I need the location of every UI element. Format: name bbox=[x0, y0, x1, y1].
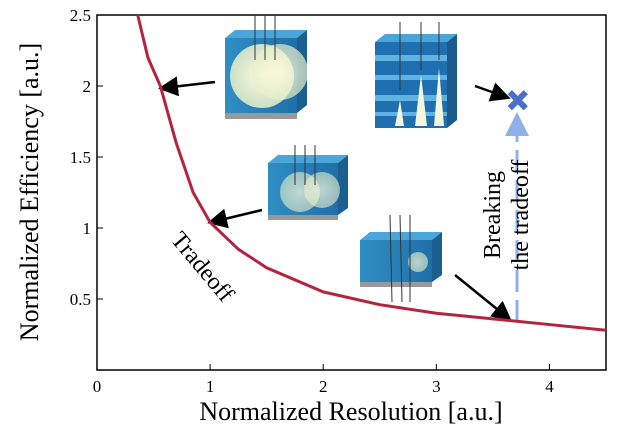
y-tick-label: 1.5 bbox=[70, 148, 91, 167]
x-tick-label: 2 bbox=[319, 377, 328, 396]
y-axis-label: Normalized Efficiency [a.u.] bbox=[15, 43, 44, 341]
y-tick-label: 2.5 bbox=[70, 6, 91, 25]
chart: 012340.511.522.5 Tradeoff Breaking the t… bbox=[0, 0, 623, 434]
annotation: Breaking bbox=[480, 171, 506, 259]
marker-point bbox=[510, 92, 526, 108]
x-tick-label: 3 bbox=[432, 377, 441, 396]
x-tick-label: 1 bbox=[206, 377, 215, 396]
x-tick-label: 0 bbox=[93, 377, 102, 396]
annotation: the tradeoff bbox=[508, 160, 534, 271]
y-tick-label: 2 bbox=[83, 77, 92, 96]
annotation-group: Breaking the tradeoff bbox=[480, 160, 534, 271]
y-tick-label: 0.5 bbox=[70, 290, 91, 309]
y-tick-label: 1 bbox=[83, 219, 92, 238]
x-tick-label: 4 bbox=[545, 377, 554, 396]
x-axis-label: Normalized Resolution [a.u.] bbox=[199, 397, 502, 426]
